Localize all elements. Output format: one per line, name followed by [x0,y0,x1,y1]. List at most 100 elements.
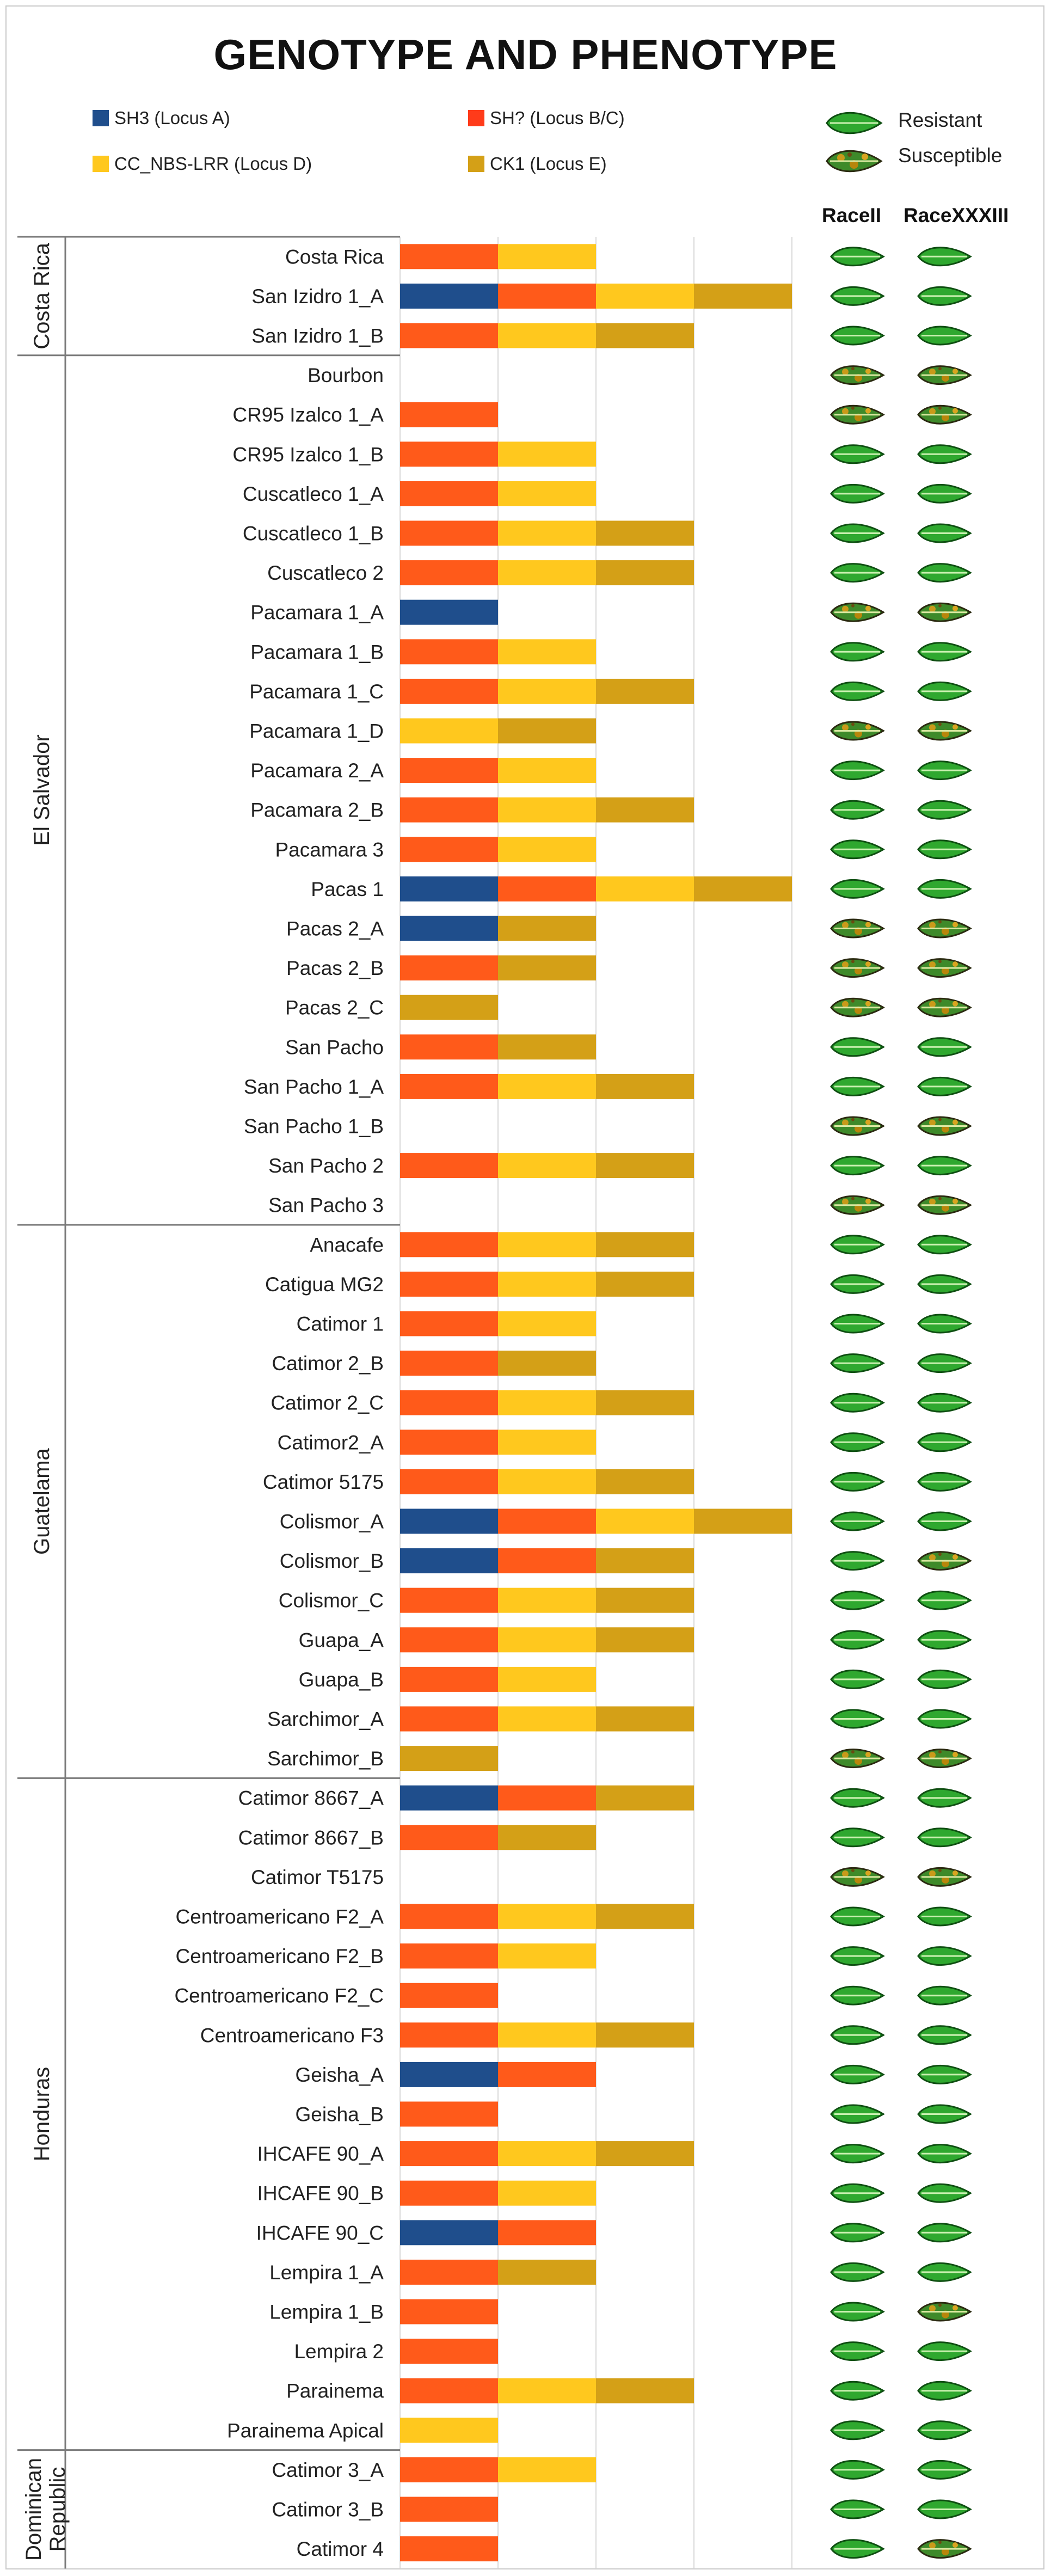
bar-segment-locus-b [400,2339,498,2364]
bar-segment-locus-e [498,916,596,941]
bar-segment-locus-b [400,2497,498,2522]
row-label: IHCAFE 90_C [256,2222,384,2244]
legend-label-locus-bc: SH? (Locus B/C) [490,108,625,128]
bar-segment-locus-d [498,1074,596,1099]
row-label: IHCAFE 90_B [257,2182,384,2205]
resistant-leaf-icon [830,2144,885,2163]
bar-segment-locus-b [400,1351,498,1376]
resistant-leaf-icon [917,1353,972,1373]
bar-segment-locus-e [596,1587,694,1613]
bar-segment-locus-d [498,639,596,665]
row-label: Pacamara 2_A [250,759,384,782]
resistant-leaf-icon [830,1985,885,2005]
column-header-racexxxiii: RaceXXXIII [904,204,1009,226]
bar-segment-locus-d [498,2022,596,2048]
susceptible-leaf-icon [917,1749,972,1768]
row-label: San Pacho 2 [268,1155,384,1177]
row-label: Pacamara 1_C [249,680,384,703]
bar-segment-locus-d [498,1153,596,1179]
row-label: Catimor T5175 [251,1866,384,1888]
row-label: Cuscatleco 1_A [243,483,384,505]
resistant-leaf-icon [917,2025,972,2045]
bar-segment-locus-b [400,758,498,783]
bar-segment-locus-b [400,1271,498,1297]
bar-segment-locus-a [400,2062,498,2087]
bar-segment-locus-e [596,678,694,704]
row-label: Pacas 2_B [286,957,384,979]
row-label: Anacafe [310,1234,384,1256]
row-label: Pacamara 1_B [250,641,384,663]
column-header-raceii: RaceII [822,204,882,226]
susceptible-leaf-icon [830,365,885,385]
bar-segment-locus-d [498,1232,596,1258]
susceptible-leaf-icon [917,404,972,425]
bar-segment-locus-e [596,797,694,823]
susceptible-leaf-icon [830,404,885,425]
bar-segment-locus-e [596,1706,694,1732]
row-label: Sarchimor_B [267,1747,384,1770]
bar-segment-locus-d [596,876,694,901]
bar-segment-locus-b [400,1232,498,1258]
country-label: Guatelama [30,1448,54,1555]
row-label: Catimor 1 [297,1313,384,1335]
susceptible-leaf-icon [830,1195,885,1215]
resistant-leaf-icon [917,1393,972,1413]
susceptible-label: Susceptible [898,144,1003,167]
resistant-leaf-icon [830,2302,885,2322]
resistant-leaf-icon [830,2539,885,2559]
resistant-leaf-icon [830,2104,885,2124]
resistant-leaf-icon [830,1274,885,1294]
resistant-leaf-icon [917,2183,972,2203]
resistant-leaf-icon [830,1037,885,1057]
bar-segment-locus-d [498,1430,596,1455]
resistant-leaf-icon [917,1590,972,1610]
bar-segment-locus-b [400,1983,498,2008]
row-label: Colismor_C [279,1590,384,1612]
bar-segment-locus-d [498,1904,596,1929]
row-label: Colismor_A [280,1511,384,1533]
bar-segment-locus-b [400,1430,498,1455]
resistant-leaf-icon [917,2223,972,2243]
bar-segment-locus-b [400,2022,498,2048]
resistant-leaf-icon [830,1551,885,1571]
resistant-label: Resistant [898,109,982,131]
bar-segment-locus-b [400,2141,498,2167]
row-label: Centroamericano F3 [200,2024,384,2046]
bar-segment-locus-d [498,244,596,269]
bar-segment-locus-e [694,876,792,901]
bar-segment-locus-b [400,837,498,862]
resistant-leaf-icon [917,1630,972,1650]
resistant-leaf-icon [830,642,885,662]
bar-segment-locus-b [400,2101,498,2127]
row-label: CR95 Izalco 1_B [232,443,384,465]
bar-segment-locus-d [498,1390,596,1415]
row-label: IHCAFE 90_A [257,2143,384,2165]
resistant-leaf-icon [830,523,885,543]
resistant-leaf-icon [917,2065,972,2084]
susceptible-leaf-icon [830,721,885,741]
legend-item-locus-a: SH3 (Locus A) [93,108,230,128]
bar-segment-locus-b [400,1587,498,1613]
resistant-leaf-icon [917,1670,972,1689]
row-label: Centroamericano F2_B [175,1945,384,1967]
susceptible-leaf-icon [917,958,972,978]
bar-segment-locus-d [596,283,694,309]
susceptible-leaf-icon [917,2539,972,2559]
row-label: Pacamara 1_D [249,720,384,743]
bar-segment-locus-b [400,1469,498,1494]
resistant-leaf-icon [917,2499,972,2519]
bar-segment-locus-e [596,323,694,348]
susceptible-leaf-icon [917,1116,972,1136]
bar-segment-locus-b [400,1825,498,1850]
bar-segment-locus-e [596,1904,694,1929]
resistant-leaf-icon [830,760,885,780]
row-label: Parainema [286,2380,384,2402]
row-label: Pacas 1 [311,878,384,900]
resistant-leaf-icon [917,444,972,464]
bar-segment-locus-b [498,1508,596,1534]
row-label: San Pacho 1_A [244,1076,384,1098]
resistant-leaf-icon [917,484,972,504]
susceptible-leaf-icon [830,1867,885,1887]
resistant-leaf-icon [830,247,885,267]
resistant-leaf-icon [917,642,972,662]
